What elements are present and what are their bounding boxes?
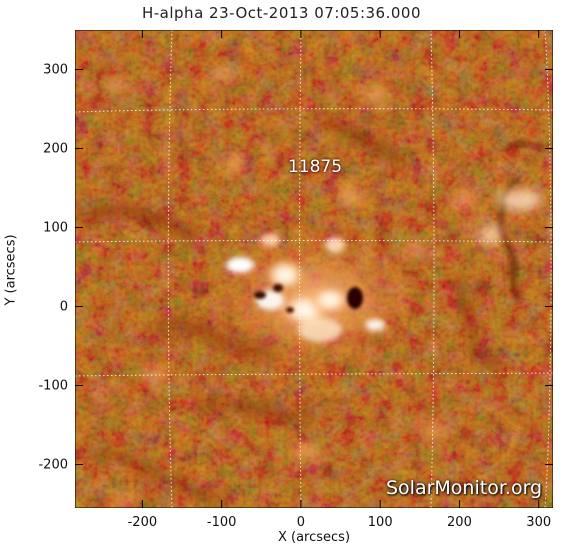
active-region-label: 11875 bbox=[287, 157, 343, 177]
x-tick-label: 100 bbox=[367, 515, 393, 530]
x-tick-label: 0 bbox=[296, 515, 306, 530]
halpha-image bbox=[75, 30, 553, 508]
sunspot-pores bbox=[254, 284, 363, 313]
x-tick-label: -200 bbox=[127, 515, 158, 530]
tick-marks bbox=[75, 30, 553, 508]
x-axis-label: X (arcsecs) bbox=[277, 530, 351, 545]
halpha-image-panel bbox=[75, 30, 553, 508]
x-tick-label: 200 bbox=[447, 515, 472, 530]
dark-fibrils bbox=[83, 114, 499, 505]
y-tick-label: 100 bbox=[43, 220, 68, 236]
x-tick-label: 300 bbox=[526, 515, 552, 530]
x-tick-label: -100 bbox=[206, 515, 237, 530]
active-region bbox=[205, 230, 425, 370]
y-tick-label: 0 bbox=[59, 299, 68, 315]
bright-patches bbox=[99, 65, 542, 508]
watermark-logo: SolarMonitor.org bbox=[386, 477, 543, 499]
heliographic-grid bbox=[75, 30, 553, 508]
y-tick-label: -100 bbox=[38, 378, 68, 394]
y-tick-label: -200 bbox=[38, 457, 68, 473]
y-axis-label: Y (arcsecs) bbox=[3, 234, 19, 306]
plot-title: H-alpha 23-Oct-2013 07:05:36.000 bbox=[141, 4, 421, 22]
y-tick-label: 300 bbox=[43, 62, 68, 77]
y-tick-label: 200 bbox=[43, 141, 68, 156]
